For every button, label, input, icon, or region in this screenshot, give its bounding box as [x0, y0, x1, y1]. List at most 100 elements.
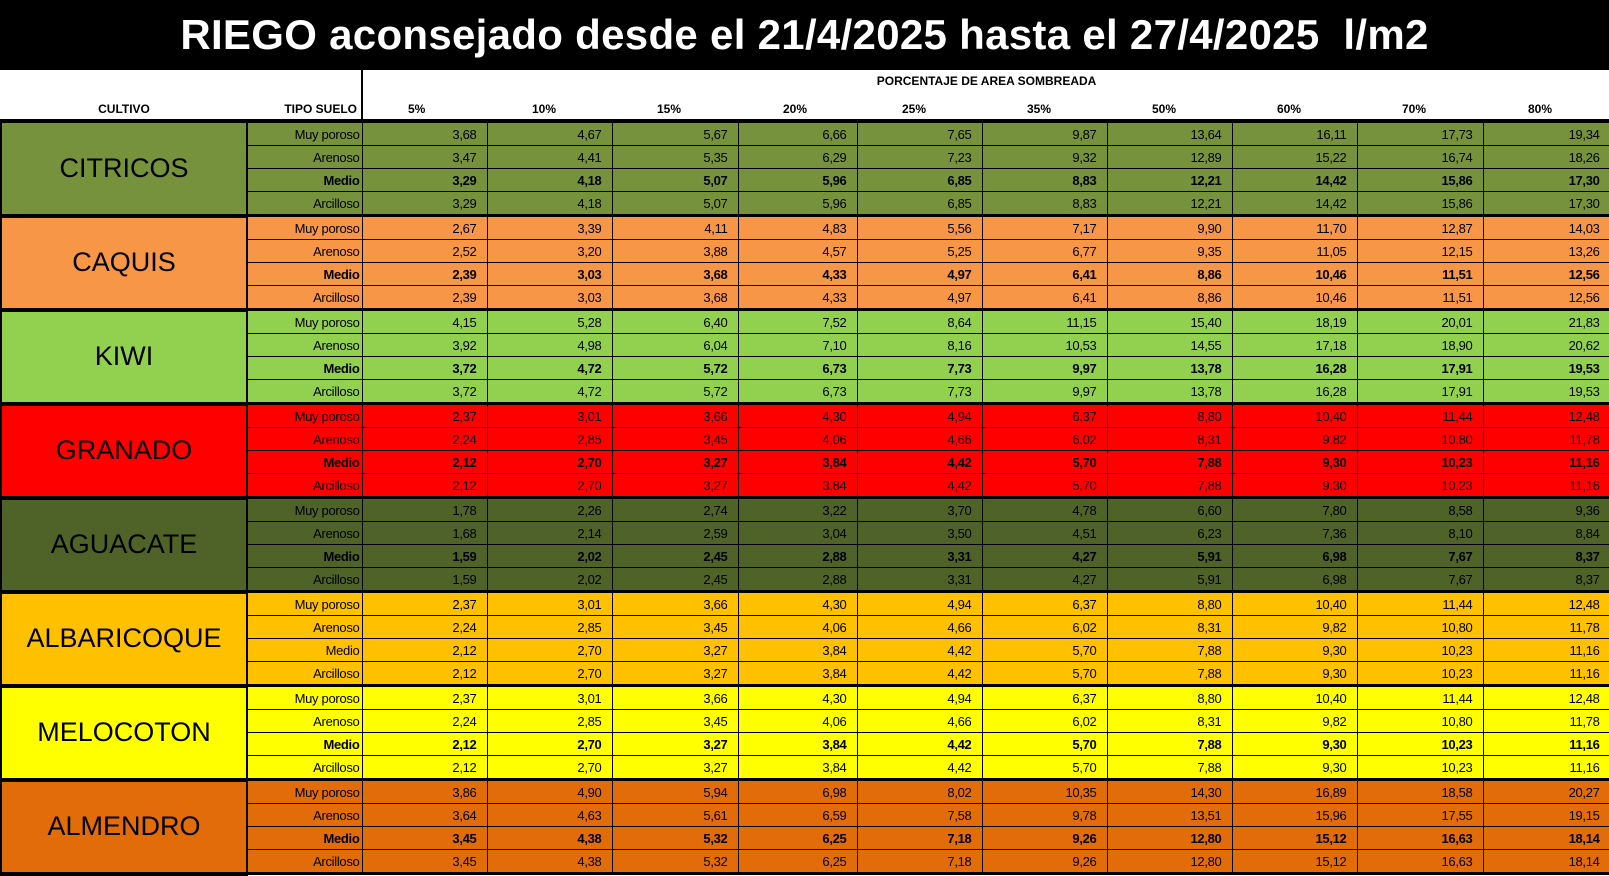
value-cell: 5,28	[486, 308, 613, 334]
value-cell: 11,16	[1482, 638, 1609, 662]
value-cell: 4,30	[737, 402, 858, 428]
value-cell: 4,42	[856, 732, 983, 756]
value-cell: 7,36	[1231, 521, 1358, 545]
value-cell: 17,91	[1356, 356, 1484, 380]
value-cell: 2,88	[737, 544, 858, 568]
value-cell: 2,12	[361, 732, 488, 756]
soil-type: Muy poroso	[246, 214, 363, 240]
soil-type: Medio	[246, 826, 363, 850]
value-cell: 8,37	[1482, 567, 1609, 593]
value-cell: 15,22	[1231, 145, 1358, 169]
value-cell: 3,45	[611, 427, 739, 451]
soil-type: Arenoso	[246, 803, 363, 827]
value-cell: 4,78	[981, 496, 1108, 522]
value-cell: 5,70	[981, 473, 1108, 499]
soil-type: Arenoso	[246, 145, 363, 169]
value-cell: 11,78	[1482, 709, 1609, 733]
table-row: Arcilloso 2,12 2,70 3,27 3,84 4,42 5,70 7,88 9,3…	[1, 755, 1609, 781]
soil-type: Arcilloso	[246, 473, 363, 499]
value-cell: 4,27	[981, 567, 1108, 593]
table-row: Arcilloso 2,39 3,03 3,68 4,33 4,97 6,41 8,86 10,…	[1, 285, 1609, 311]
header-shade-group: PORCENTAJE DE AREA SOMBREADA	[360, 70, 1609, 92]
value-cell: 5,07	[611, 191, 739, 217]
value-cell: 12,21	[1106, 191, 1233, 217]
value-cell: 6,73	[737, 356, 858, 380]
value-cell: 19,34	[1482, 119, 1609, 146]
value-cell: 4,66	[856, 615, 983, 639]
value-cell: 11,51	[1356, 262, 1484, 286]
value-cell: 3,27	[611, 450, 739, 474]
value-cell: 4,67	[486, 119, 613, 146]
value-cell: 5,70	[981, 450, 1108, 474]
value-cell: 9,82	[1231, 427, 1358, 451]
table-row: Medio 2,39 3,03 3,68 4,33 4,97 6,41 8,86 10,46 11…	[1, 262, 1609, 286]
value-cell: 16,28	[1231, 356, 1358, 380]
value-cell: 4,06	[737, 615, 858, 639]
value-cell: 3,45	[611, 615, 739, 639]
value-cell: 14,42	[1231, 191, 1358, 217]
table-header: PORCENTAJE DE AREA SOMBREADA CULTIVO TIP…	[1, 70, 1609, 121]
value-cell: 7,88	[1106, 638, 1233, 662]
value-cell: 20,01	[1356, 308, 1484, 334]
value-cell: 7,17	[981, 214, 1108, 240]
value-cell: 2,12	[361, 755, 488, 781]
value-cell: 3,68	[611, 262, 739, 286]
header-pct-70: 70%	[1357, 92, 1483, 121]
value-cell: 10,40	[1231, 684, 1358, 710]
table-row: Arenoso 3,47 4,41 5,35 6,29 7,23 9,32 12,89 15,2…	[1, 145, 1609, 169]
value-cell: 15,86	[1356, 191, 1484, 217]
value-cell: 2,59	[611, 521, 739, 545]
value-cell: 2,24	[361, 615, 488, 639]
value-cell: 9,30	[1231, 638, 1358, 662]
value-cell: 10,23	[1356, 638, 1484, 662]
table-row: ALMENDRO Muy poroso 3,86 4,90 5,94 6,98 8,02 10…	[0, 778, 1609, 876]
value-cell: 3,39	[486, 214, 613, 240]
header-pct-15: 15%	[612, 92, 738, 121]
table-row: Medio 2,12 2,70 3,27 3,84 4,42 5,70 7,88 9,30 10,…	[1, 450, 1609, 474]
value-cell: 11,15	[981, 308, 1108, 334]
value-cell: 2,14	[486, 521, 613, 545]
value-cell: 11,16	[1482, 755, 1609, 781]
value-cell: 11,05	[1231, 239, 1358, 263]
value-cell: 2,88	[737, 567, 858, 593]
value-cell: 10,23	[1356, 732, 1484, 756]
value-cell: 10,46	[1231, 262, 1358, 286]
value-cell: 12,48	[1482, 684, 1609, 710]
table-row: Arcilloso 1,59 2,02 2,45 2,88 3,31 4,27 5,91 6,9…	[1, 567, 1609, 593]
soil-type: Medio	[246, 638, 363, 662]
value-cell: 7,10	[737, 333, 858, 357]
irrigation-table: PORCENTAJE DE AREA SOMBREADA CULTIVO TIP…	[0, 70, 1609, 876]
value-cell: 14,30	[1106, 778, 1233, 804]
value-cell: 12,15	[1356, 239, 1484, 263]
value-cell: 3,66	[611, 590, 739, 616]
value-cell: 6,77	[981, 239, 1108, 263]
value-cell: 18,58	[1356, 778, 1484, 804]
soil-type: Muy poroso	[246, 496, 363, 522]
value-cell: 3,84	[737, 755, 858, 781]
value-cell: 3,27	[611, 638, 739, 662]
header-pct-50: 50%	[1107, 92, 1232, 121]
soil-type: Muy poroso	[246, 778, 363, 804]
value-cell: 19,53	[1482, 356, 1609, 380]
value-cell: 4,51	[981, 521, 1108, 545]
value-cell: 13,78	[1106, 356, 1233, 380]
soil-type: Arenoso	[246, 333, 363, 357]
value-cell: 10,53	[981, 333, 1108, 357]
value-cell: 3,68	[611, 285, 739, 311]
value-cell: 15,96	[1231, 803, 1358, 827]
value-cell: 1,59	[361, 544, 488, 568]
value-cell: 3,27	[611, 732, 739, 756]
value-cell: 4,94	[856, 684, 983, 710]
value-cell: 9,36	[1482, 496, 1609, 522]
header-cultivo: CULTIVO	[1, 92, 247, 121]
value-cell: 4,06	[737, 709, 858, 733]
value-cell: 3,31	[856, 544, 983, 568]
value-cell: 5,70	[981, 661, 1108, 687]
value-cell: 2,37	[361, 590, 488, 616]
value-cell: 7,88	[1106, 661, 1233, 687]
table-row: Medio 2,12 2,70 3,27 3,84 4,42 5,70 7,88 9,30 10,…	[1, 732, 1609, 756]
value-cell: 5,94	[611, 778, 739, 804]
value-cell: 7,88	[1106, 450, 1233, 474]
value-cell: 1,78	[361, 496, 488, 522]
table-row: Arcilloso 3,72 4,72 5,72 6,73 7,73 9,97 13,78 16…	[1, 379, 1609, 405]
